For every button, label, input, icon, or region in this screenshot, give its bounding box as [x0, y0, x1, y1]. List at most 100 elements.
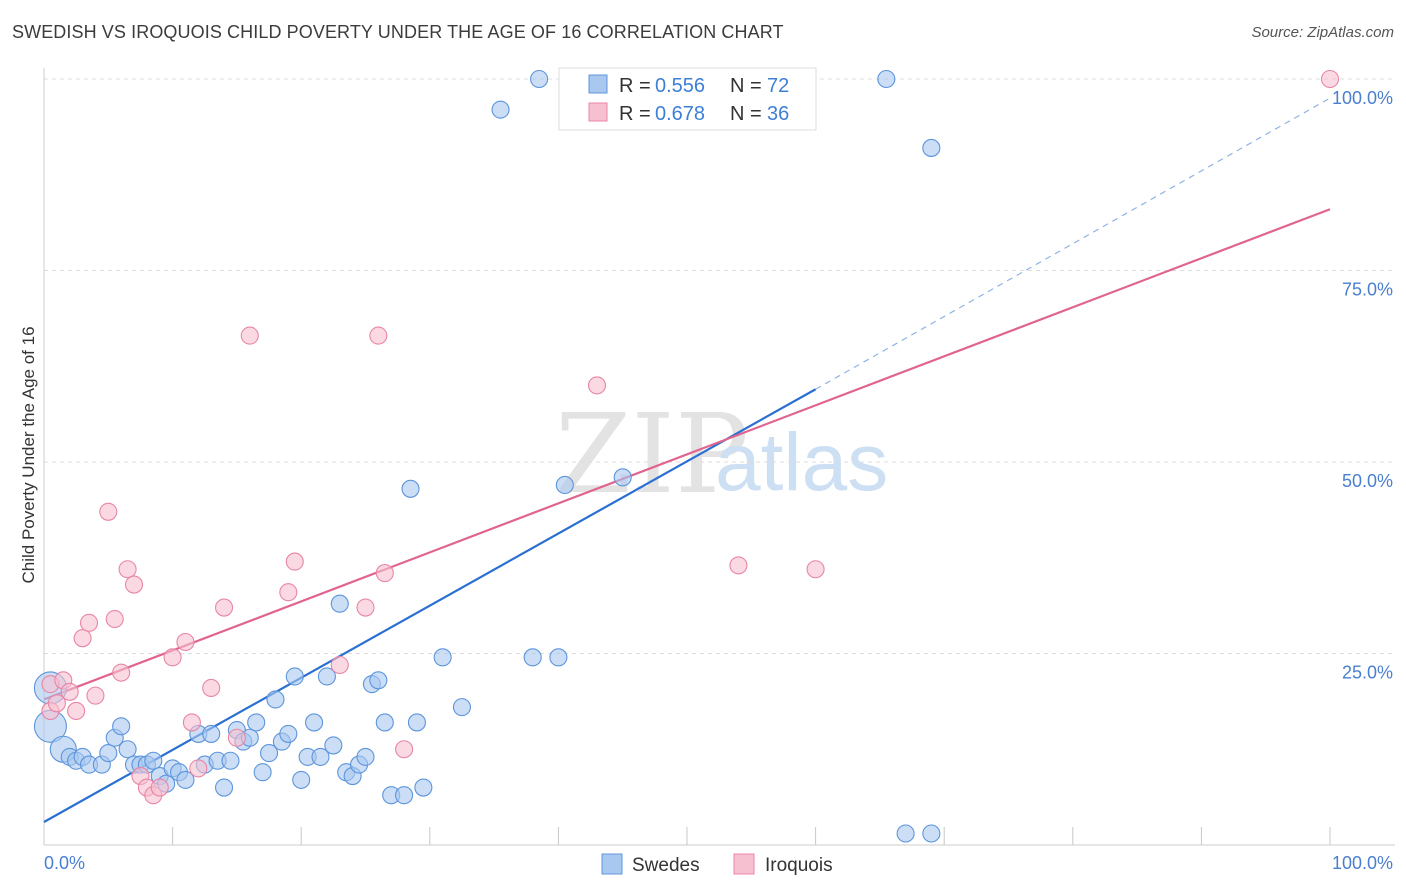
- point-iroquois: [214, 598, 234, 617]
- point-iroquois: [375, 564, 394, 583]
- point-iroquois: [60, 682, 79, 701]
- bottom-legend-swatch-swedes: [601, 853, 623, 875]
- y-tick-labels: 25.0% 50.0% 75.0% 100.0%: [1332, 88, 1393, 683]
- legend-r-label-2: R =: [619, 103, 651, 125]
- point-iroquois: [1320, 69, 1340, 89]
- point-swedes: [433, 648, 452, 667]
- point-iroquois: [79, 613, 99, 632]
- point-swedes: [452, 698, 472, 717]
- x-tick-label-min: 0.0%: [44, 853, 85, 873]
- chart-title: SWEDISH VS IROQUOIS CHILD POVERTY UNDER …: [12, 22, 784, 42]
- point-iroquois: [395, 740, 414, 759]
- point-swedes: [375, 713, 394, 732]
- point-iroquois: [227, 728, 246, 747]
- point-swedes: [112, 717, 131, 736]
- bottom-legend-iroquois: Iroquois: [765, 855, 833, 876]
- point-swedes: [922, 138, 941, 157]
- point-iroquois: [806, 560, 825, 579]
- point-swedes: [279, 724, 298, 743]
- source-note: Source: ZipAtlas.com: [1251, 24, 1394, 41]
- point-iroquois: [356, 598, 375, 617]
- watermark-zip: ZIP: [555, 390, 749, 518]
- point-swedes: [407, 713, 426, 732]
- point-swedes: [259, 744, 279, 763]
- legend-n-value-2: 36: [767, 103, 789, 125]
- point-iroquois: [73, 629, 92, 648]
- point-swedes: [356, 747, 375, 766]
- point-swedes: [253, 763, 272, 782]
- point-iroquois: [587, 376, 607, 395]
- point-swedes: [369, 671, 388, 690]
- trend-lines: [43, 97, 1331, 823]
- point-iroquois: [112, 663, 131, 682]
- y-tick-label: 25.0%: [1342, 663, 1393, 683]
- legend-n-label-1: N =: [730, 75, 762, 97]
- legend-r-value-1: 0.556: [655, 75, 705, 97]
- point-iroquois: [729, 556, 748, 575]
- point-iroquois: [202, 678, 221, 698]
- point-iroquois: [182, 713, 201, 732]
- point-swedes: [523, 648, 542, 667]
- point-iroquois: [176, 632, 195, 652]
- point-swedes: [555, 475, 574, 495]
- point-swedes: [292, 770, 311, 789]
- bottom-legend-swatch-iroquois: [733, 853, 755, 875]
- bottom-legend-swedes: Swedes: [632, 855, 700, 876]
- point-swedes: [877, 69, 896, 89]
- y-tick-label: 50.0%: [1342, 471, 1393, 491]
- point-swedes: [118, 740, 137, 759]
- x-tick-label-max: 100.0%: [1332, 853, 1393, 873]
- point-iroquois: [369, 326, 388, 345]
- point-swedes: [285, 667, 304, 686]
- point-swedes: [922, 824, 941, 843]
- point-iroquois: [47, 694, 66, 713]
- point-iroquois: [330, 655, 349, 675]
- legend-r-value-2: 0.678: [655, 103, 705, 125]
- legend-r-label-1: R =: [619, 75, 651, 97]
- point-iroquois: [105, 609, 124, 629]
- point-swedes: [491, 100, 510, 119]
- point-swedes: [414, 778, 433, 797]
- point-swedes: [247, 713, 266, 732]
- y-axis-label: Child Poverty Under the Age of 16: [19, 326, 38, 583]
- point-iroquois: [124, 575, 144, 594]
- point-swedes: [896, 824, 915, 843]
- trend-line-swedes-extension: [815, 97, 1331, 390]
- legend-swatch-swedes: [588, 74, 608, 94]
- trend-line-swedes: [43, 388, 817, 823]
- legend-n-value-1: 72: [767, 75, 789, 97]
- point-swedes: [317, 667, 336, 686]
- y-tick-label: 100.0%: [1332, 88, 1393, 108]
- legend-n-label-2: N =: [730, 103, 762, 125]
- trend-line-iroquois: [43, 208, 1331, 701]
- legend-swatch-iroquois: [588, 102, 608, 122]
- point-swedes: [176, 770, 195, 789]
- point-swedes: [330, 594, 349, 613]
- point-swedes: [99, 744, 118, 763]
- point-swedes: [401, 479, 420, 498]
- point-swedes: [144, 751, 163, 770]
- point-iroquois: [163, 648, 182, 667]
- bottom-legend: Swedes Iroquois: [601, 853, 833, 876]
- point-iroquois: [240, 326, 259, 345]
- legend-box: R = 0.556 N = 72 R = 0.678 N = 36: [558, 67, 817, 131]
- point-swedes: [214, 778, 234, 797]
- grid-lines: [44, 78, 1395, 654]
- point-iroquois: [86, 686, 105, 705]
- point-swedes: [305, 713, 324, 732]
- point-swedes: [202, 724, 221, 743]
- point-swedes: [311, 747, 330, 766]
- point-swedes: [266, 690, 285, 709]
- point-swedes: [324, 736, 343, 755]
- point-swedes: [221, 751, 240, 770]
- point-swedes: [613, 468, 632, 487]
- point-iroquois: [279, 583, 298, 602]
- data-points: [33, 69, 1340, 843]
- point-iroquois: [285, 552, 304, 571]
- point-iroquois: [67, 701, 86, 721]
- point-iroquois: [99, 502, 118, 521]
- point-swedes: [549, 648, 568, 667]
- point-swedes: [530, 69, 549, 89]
- point-iroquois: [189, 759, 208, 778]
